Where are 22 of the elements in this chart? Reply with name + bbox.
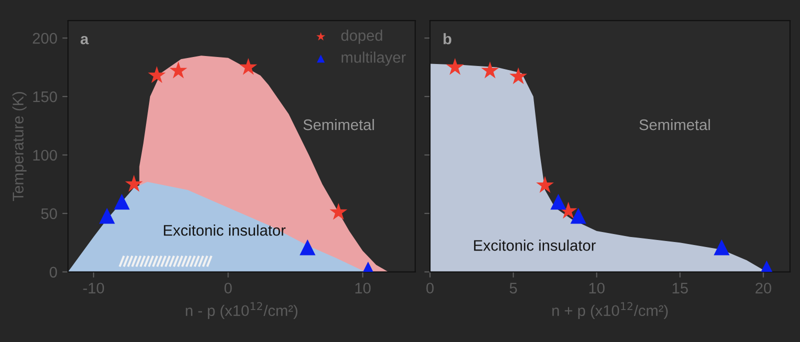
point: [239, 58, 258, 75]
point: [114, 194, 130, 210]
annotation: Semimetal: [303, 118, 374, 130]
point: [446, 58, 464, 75]
point: [99, 208, 115, 224]
point: [169, 61, 188, 78]
annotation: b: [444, 33, 452, 44]
annotation: a: [80, 36, 89, 44]
point: [536, 176, 554, 193]
point: [559, 202, 578, 219]
annotation: Semimetal: [639, 118, 710, 130]
point: [570, 208, 586, 224]
point: [125, 174, 143, 192]
annotation: Excitonic insulator: [474, 240, 596, 251]
point: [481, 61, 499, 78]
point: [330, 202, 348, 220]
point: [509, 67, 528, 84]
point: [300, 239, 316, 256]
point: [714, 239, 730, 256]
point: [148, 66, 166, 84]
annotation: Excitonic insulator: [164, 224, 286, 236]
point: [550, 194, 566, 210]
